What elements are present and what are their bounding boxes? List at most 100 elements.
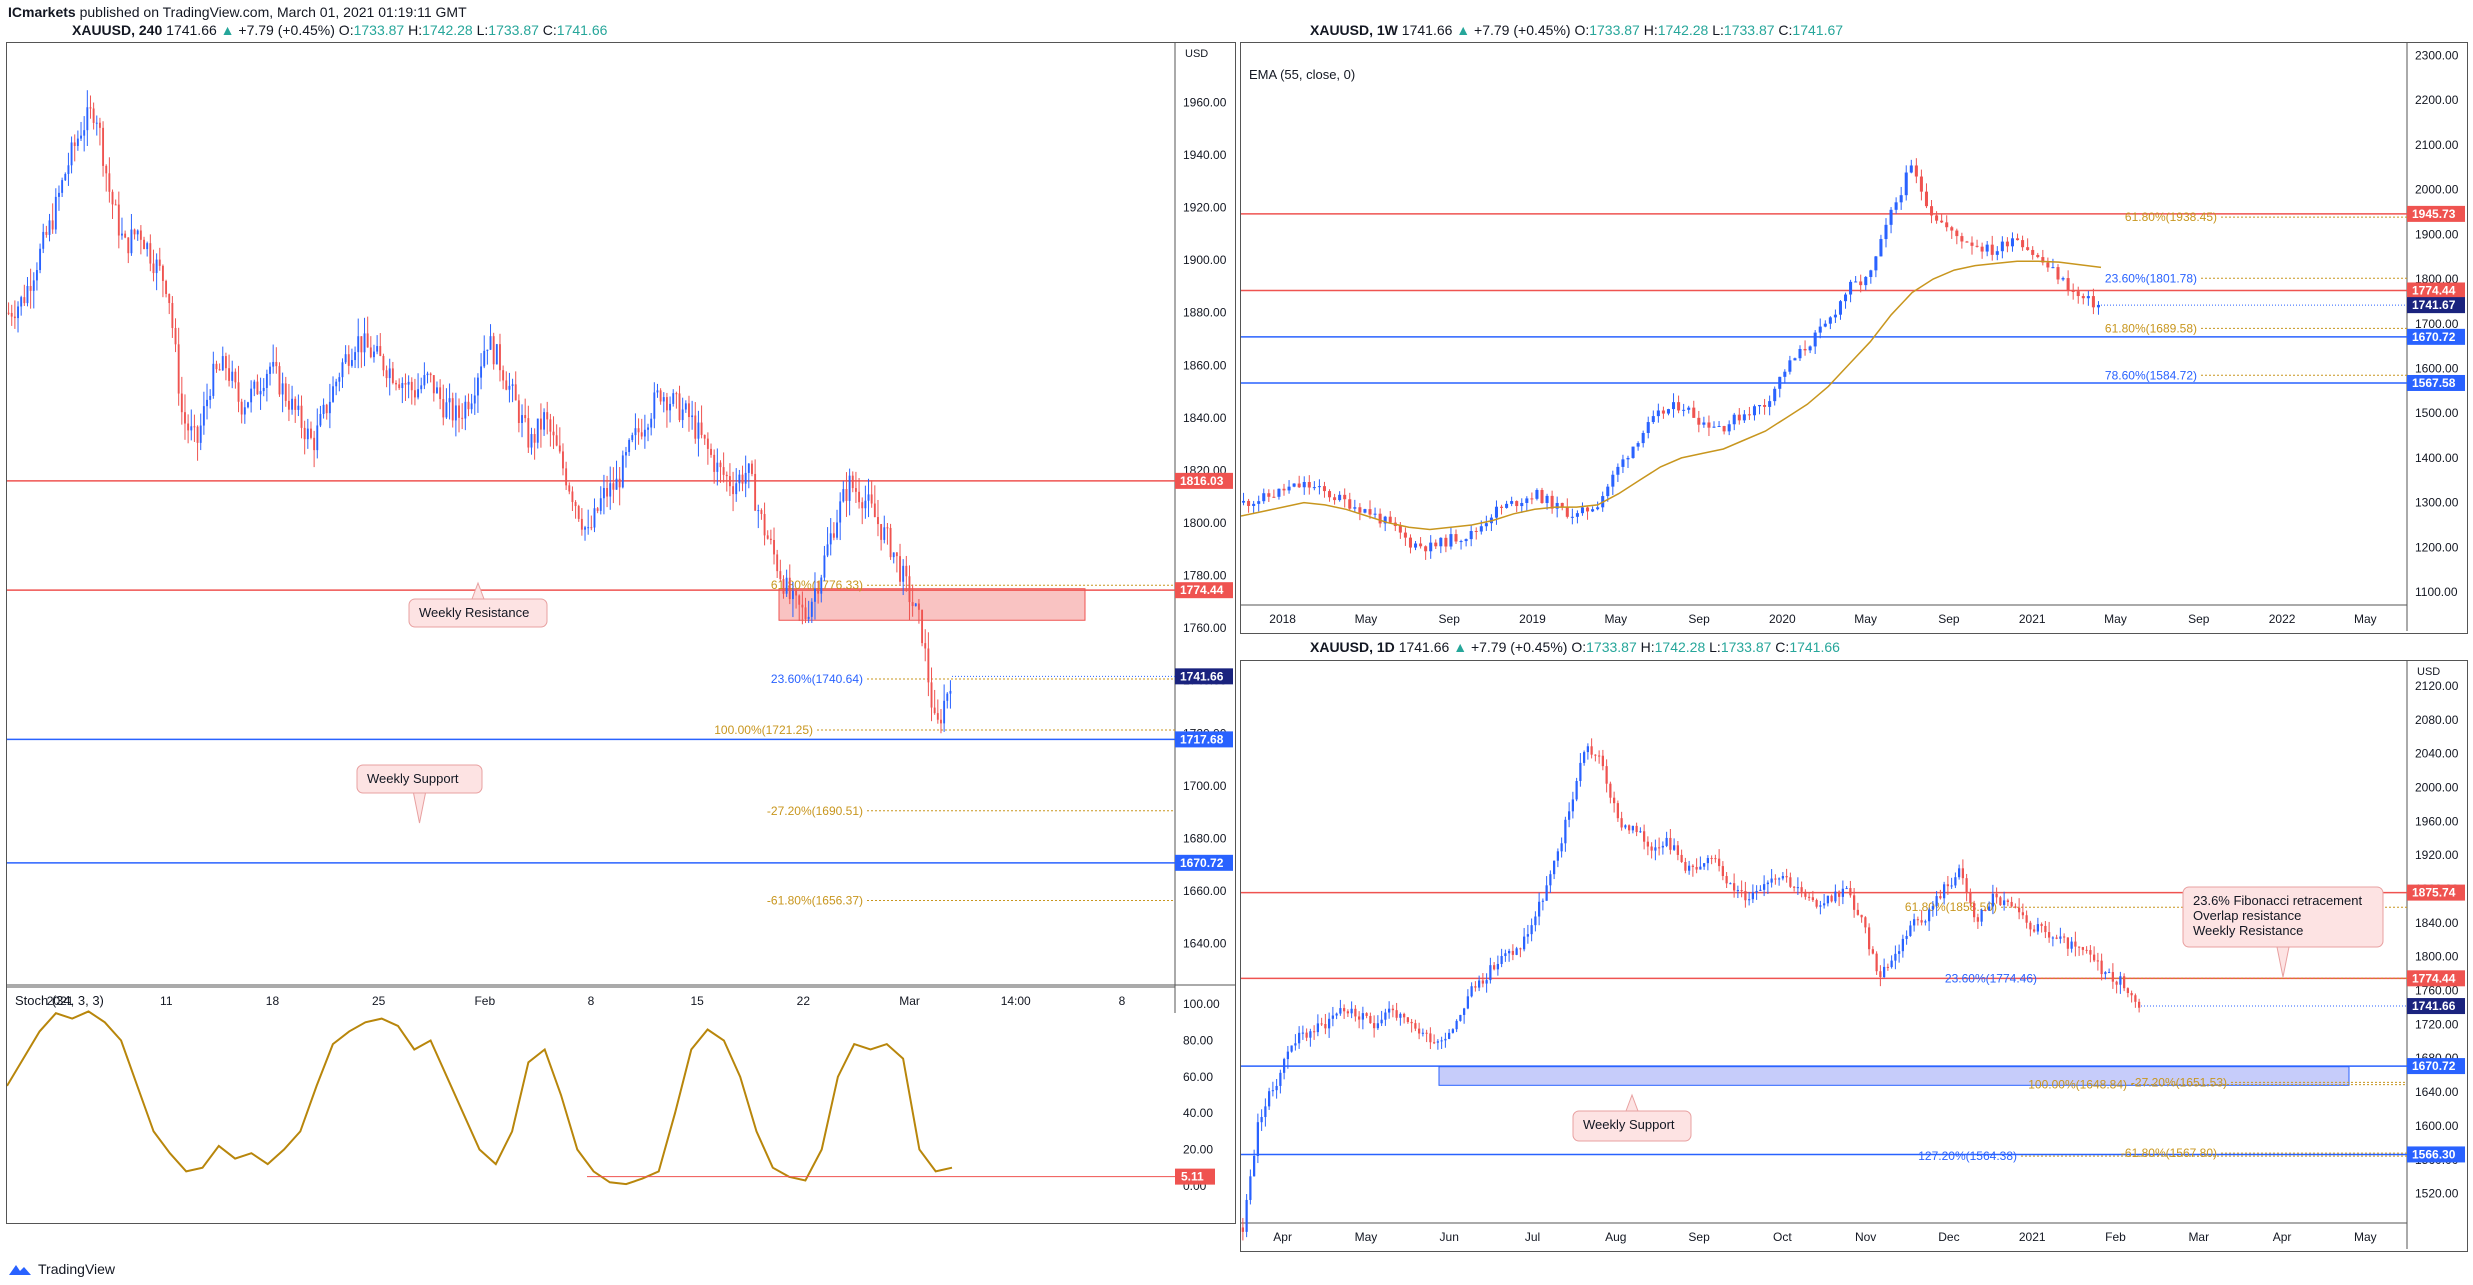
candle-body — [2115, 981, 2118, 985]
candle-body — [152, 263, 155, 274]
candle-body — [1313, 1031, 1316, 1033]
candle-body — [1886, 966, 1889, 968]
candle-body — [2055, 937, 2058, 939]
candle-body — [1894, 202, 1898, 210]
candle-body — [1854, 281, 1858, 283]
candle-body — [250, 388, 253, 403]
candle-body — [436, 387, 438, 394]
fib-overlap-callout-text: 23.6% Fibonacci retracement — [2193, 893, 2362, 908]
candle-body — [2096, 960, 2099, 962]
candle-body — [464, 401, 467, 419]
candle-body — [716, 462, 719, 472]
candle-body — [1545, 885, 1548, 901]
candle-body — [98, 122, 101, 128]
candle-body — [180, 393, 183, 413]
y-tick-label: 2040.00 — [2415, 747, 2459, 761]
w1-change: +7.79 (+0.45%) — [1474, 22, 1571, 38]
candle-body — [404, 383, 407, 385]
x-tick-label: Oct — [1773, 1230, 1792, 1244]
candle-body — [2051, 267, 2055, 269]
candle-body — [2111, 972, 2114, 982]
d1-panel[interactable]: 2120.00 2080.00 2040.00 2000.00 1960.00 1920.… — [1240, 660, 2468, 1252]
candle-body — [1469, 530, 1473, 540]
candle-body — [1282, 488, 1286, 491]
candle-body — [606, 487, 609, 497]
candle-body — [1732, 414, 1736, 425]
candle-body — [193, 426, 196, 428]
candle-body — [640, 432, 643, 437]
candle-body — [136, 230, 139, 235]
candle-body — [1808, 346, 1812, 351]
x-tick-label: May — [1355, 1230, 1378, 1244]
candle-body — [870, 494, 873, 504]
candle-body — [177, 344, 180, 394]
candle-body — [1783, 371, 1787, 377]
candle-body — [832, 533, 835, 538]
candle-body — [253, 381, 256, 389]
candle-body — [1262, 493, 1266, 502]
level-price-label: 1774.44 — [2412, 971, 2456, 985]
level-price-tag — [2407, 1146, 2465, 1163]
fib-label: 100.00%(1721.25) — [714, 723, 813, 737]
candle-body — [1494, 506, 1498, 518]
publisher-name[interactable]: ICmarkets — [8, 4, 76, 20]
candle-body — [2070, 941, 2073, 949]
candle-body — [281, 383, 284, 395]
candle-body — [1429, 1033, 1432, 1043]
candle-body — [1661, 845, 1664, 848]
candle-body — [467, 401, 470, 410]
candle-body — [1504, 953, 1507, 957]
candle-body — [1924, 191, 1928, 207]
candle-body — [373, 351, 375, 358]
candle-body — [1955, 230, 1959, 237]
candle-body — [2100, 960, 2103, 975]
candle-body — [243, 407, 246, 415]
w1-low: 1733.87 — [1723, 22, 1775, 38]
x-tick-label: Mar — [2188, 1230, 2209, 1244]
w1-chart[interactable]: 2300.002200.002100.002000.001900.001800.… — [1240, 43, 2467, 633]
candle-body — [593, 508, 596, 528]
level-price-tag — [2407, 884, 2465, 901]
candle-body — [751, 463, 753, 474]
up-arrow-icon: ▲ — [1453, 639, 1468, 655]
candle-body — [1353, 507, 1357, 509]
candle-body — [499, 344, 501, 371]
candle-body — [612, 483, 615, 490]
candle-body — [539, 418, 542, 430]
candle-body — [1838, 891, 1841, 897]
candle-body — [1914, 165, 1918, 177]
candle-body — [653, 392, 656, 419]
candle-body — [936, 713, 939, 720]
candle-body — [754, 473, 757, 511]
candle-body — [672, 393, 675, 404]
candle-body — [1449, 534, 1453, 547]
candle-body — [1489, 965, 1492, 981]
candle-body — [1706, 857, 1709, 864]
candle-body — [1808, 896, 1811, 898]
footer-brand[interactable]: TradingView — [38, 1261, 116, 1277]
h4-high: 1742.28 — [422, 22, 473, 38]
candle-body — [779, 571, 782, 580]
d1-chart[interactable]: 2120.00 2080.00 2040.00 2000.00 1960.00 1920.… — [1241, 661, 2467, 1251]
candle-body — [949, 690, 952, 694]
candle-body — [2021, 240, 2025, 248]
x-tick-label: May — [2354, 612, 2377, 626]
candle-body — [1583, 752, 1586, 763]
y-tick-label: 1920.00 — [1183, 201, 1227, 215]
fib-label: -61.80%(1567.80) — [2121, 1146, 2217, 1160]
stoch-value-tag — [1175, 1168, 1215, 1185]
w1-panel[interactable]: 2300.00 2200.00 2100.00 2000.00 1900.00 1800.… — [1240, 42, 2468, 634]
candle-body — [1702, 422, 1706, 425]
candle-body — [155, 259, 158, 274]
candle-body — [1798, 348, 1802, 359]
candle-body — [1571, 799, 1574, 812]
candle-body — [1508, 950, 1511, 954]
h4-chart[interactable]: 1960.001940.001920.001900.001880.001860.… — [6, 43, 1235, 1223]
h4-panel[interactable]: 1960.00 1940.00 1920.00 1900.00 1880.00 1860.… — [6, 42, 1236, 1224]
candle-body — [1793, 358, 1797, 361]
candle-body — [2010, 901, 2013, 907]
candle-body — [1496, 963, 1499, 970]
y-tick-label: 1400.00 — [2415, 451, 2459, 465]
candle-body — [1500, 956, 1503, 964]
candle-body — [240, 401, 243, 415]
